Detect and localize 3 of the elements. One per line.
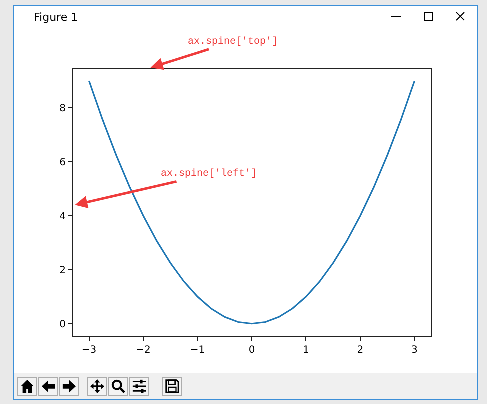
x-tick-label: 3 [412, 345, 418, 356]
x-tick-label: 2 [357, 345, 364, 356]
x-tick-label: 1 [303, 345, 310, 356]
